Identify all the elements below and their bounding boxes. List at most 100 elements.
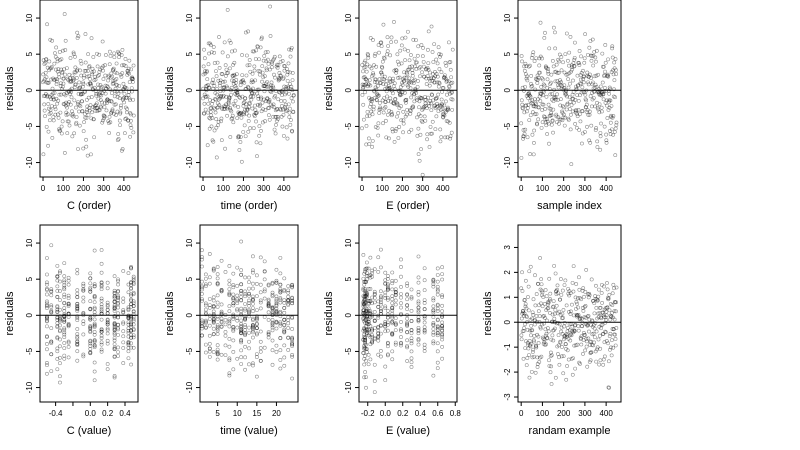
data-point [592,335,597,340]
data-point [597,311,602,316]
data-point [393,67,398,72]
data-point [88,81,92,86]
data-point [435,331,440,335]
data-point [129,317,133,321]
data-point [291,99,295,104]
y-axis-label: residuals [323,66,335,111]
data-point [589,277,594,282]
data-point [568,309,573,314]
data-point [568,312,573,316]
data-point [104,99,109,103]
data-point [59,57,64,61]
data-point [88,306,93,311]
data-point [558,313,563,317]
data-point [266,99,271,104]
data-point [393,321,398,326]
data-point [598,315,603,320]
data-point [66,302,71,307]
data-point [62,261,67,265]
data-point [395,114,399,119]
data-point [438,127,443,132]
data-point [116,288,120,293]
data-point [112,315,117,320]
data-point [435,287,440,292]
data-point [559,354,564,359]
data-point [605,305,610,310]
data-point [390,331,395,336]
data-point [262,89,267,94]
data-point [258,300,263,305]
data-point [58,328,62,333]
data-point [251,306,255,310]
data-point [583,97,588,102]
data-point [212,83,217,88]
data-point [364,293,369,297]
data-point [582,56,587,61]
data-point [200,324,204,329]
data-point [554,303,559,308]
data-point [519,98,524,103]
data-point [227,291,232,296]
data-point [242,112,246,117]
data-point [435,289,440,294]
data-point [215,332,220,336]
data-point [88,316,93,320]
data-point [229,117,234,121]
data-point [84,97,89,102]
data-point [536,341,541,345]
data-point [254,331,259,336]
y-tick-label: 10 [25,13,34,22]
data-point [231,120,236,125]
data-point [129,324,133,329]
data-point [360,92,365,97]
data-point [372,291,377,296]
x-tick-label: 15 [252,409,261,418]
data-point [440,337,445,342]
data-point [405,283,410,288]
data-point [362,357,367,361]
data-point [383,105,388,109]
data-point [126,345,131,350]
data-point [88,77,93,81]
data-point [251,297,255,302]
data-point [385,312,390,317]
data-point [231,297,236,302]
data-point [129,328,133,333]
data-point [278,73,283,78]
data-point [239,340,244,345]
data-point [574,87,579,92]
data-point [525,106,530,110]
data-point [435,331,440,336]
data-point [239,348,244,353]
data-point [226,70,230,75]
data-point [431,284,436,289]
plot-frame [199,0,299,178]
data-point [426,95,431,100]
data-point [283,109,288,114]
data-point [399,118,404,123]
data-point [92,343,97,348]
data-point [416,310,421,315]
data-point [221,107,226,111]
data-point [258,346,263,350]
data-point [401,130,405,135]
x-tick-label: 200 [77,184,91,193]
data-point [525,78,530,83]
y-tick-label: 10 [185,13,194,22]
data-point [238,134,243,139]
data-point [229,109,234,114]
data-point [393,290,398,295]
data-point [251,328,255,333]
data-point [380,98,385,103]
data-point [430,93,435,98]
data-point [45,303,49,308]
data-point [89,83,94,88]
data-point [549,80,553,85]
data-point [125,69,130,73]
data-point [562,86,566,91]
data-point [227,336,232,341]
data-point [239,329,244,334]
data-point [274,280,279,285]
data-point [534,314,539,318]
data-point [547,141,551,146]
